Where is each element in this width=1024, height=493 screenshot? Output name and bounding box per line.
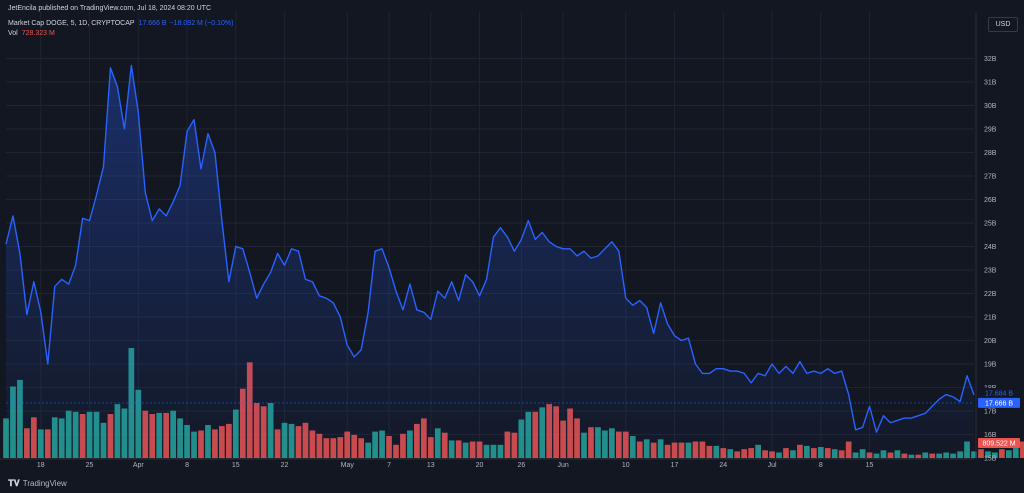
y-tick-label: 15B [984,456,997,463]
volume-bar [1019,441,1024,458]
tradingview-logo-icon: 𝐓𝐕 [8,478,20,488]
y-tick-label: 23B [984,267,997,274]
legend-vol-value: 728.323 M [22,30,55,37]
x-tick-label: Apr [133,462,145,469]
x-tick-label: 26 [517,462,525,469]
prev-price-label: 17.684 B [978,387,1020,398]
legend-symbol[interactable]: Market Cap DOGE, 5, 1D, CRYPTOCAP 17.666 … [8,20,233,27]
x-tick-label: 20 [476,462,484,469]
x-tick-label: Jul [768,462,777,469]
y-tick-label: 17B [984,408,997,415]
x-tick-label: 13 [427,462,435,469]
y-tick-label: 25B [984,220,997,227]
volume-bar [1012,448,1019,458]
x-tick-label: 8 [819,462,823,469]
x-tick-label: 15 [232,462,240,469]
x-tick-label: Jun [557,462,568,469]
legend-symbol-line: Market Cap DOGE, 5, 1D, CRYPTOCAP [8,20,135,27]
y-tick-label: 30B [984,103,997,110]
y-tick-label: 20B [984,338,997,345]
price-line [5,64,975,433]
y-tick-label: 29B [984,126,997,133]
x-tick-label: 24 [719,462,727,469]
last-price-label: 17.666 B [978,397,1020,408]
x-tick-label: 7 [387,462,391,469]
x-tick-label: 8 [185,462,189,469]
y-tick-label: 16B [984,432,997,439]
y-tick-label: 22B [984,291,997,298]
y-tick-label: 32B [984,56,997,63]
volume-bar [985,451,991,458]
legend-vol-label: Vol [8,30,18,37]
legend-change-value: −18.092 M (−0.10%) [170,20,234,27]
legend-last-value: 17.666 B [139,20,167,27]
y-axis[interactable]: 15B16B17B18B19B20B21B22B23B24B25B26B27B2… [975,12,997,463]
volume-bar [999,449,1005,458]
publish-line: JetEncila published on TradingView.com, … [8,5,211,12]
price-area [5,64,975,458]
x-tick-label: May [341,462,355,469]
x-tick-label: 10 [622,462,630,469]
volume-bar [1005,450,1012,458]
tradingview-brand[interactable]: 𝐓𝐕 TradingView [8,478,67,489]
x-tick-label: 15 [866,462,874,469]
volume-bar [978,449,984,458]
y-tick-label: 21B [984,314,997,321]
x-tick-label: 22 [281,462,289,469]
last-volume-label: 809.522 M [978,438,1020,448]
x-axis[interactable]: 18 25 Apr 8 15 22 May 7 13 20 26 Jun 10 17 24 Jul 8 15 [0,458,974,469]
legend-volume[interactable]: Vol 728.323 M [8,30,55,37]
y-tick-label: 26B [984,197,997,204]
currency-selector[interactable]: USD [988,17,1018,32]
price-labels: 17.684 B 17.666 B 809.522 M [6,387,1020,448]
volume-bar [992,452,998,458]
y-tick-label: 19B [984,361,997,368]
prev-price-label-text: 17.684 B [985,390,1013,397]
y-tick-label: 27B [984,173,997,180]
last-price-label-text: 17.666 B [985,400,1013,407]
y-tick-label: 31B [984,79,997,86]
last-volume-label-text: 809.522 M [982,441,1015,448]
x-tick-label: 25 [86,462,94,469]
x-tick-label: 18 [37,462,45,469]
tradingview-brand-label: TradingView [22,479,67,488]
y-tick-label: 28B [984,150,997,157]
y-tick-label: 24B [984,244,997,251]
x-tick-label: 17 [671,462,679,469]
